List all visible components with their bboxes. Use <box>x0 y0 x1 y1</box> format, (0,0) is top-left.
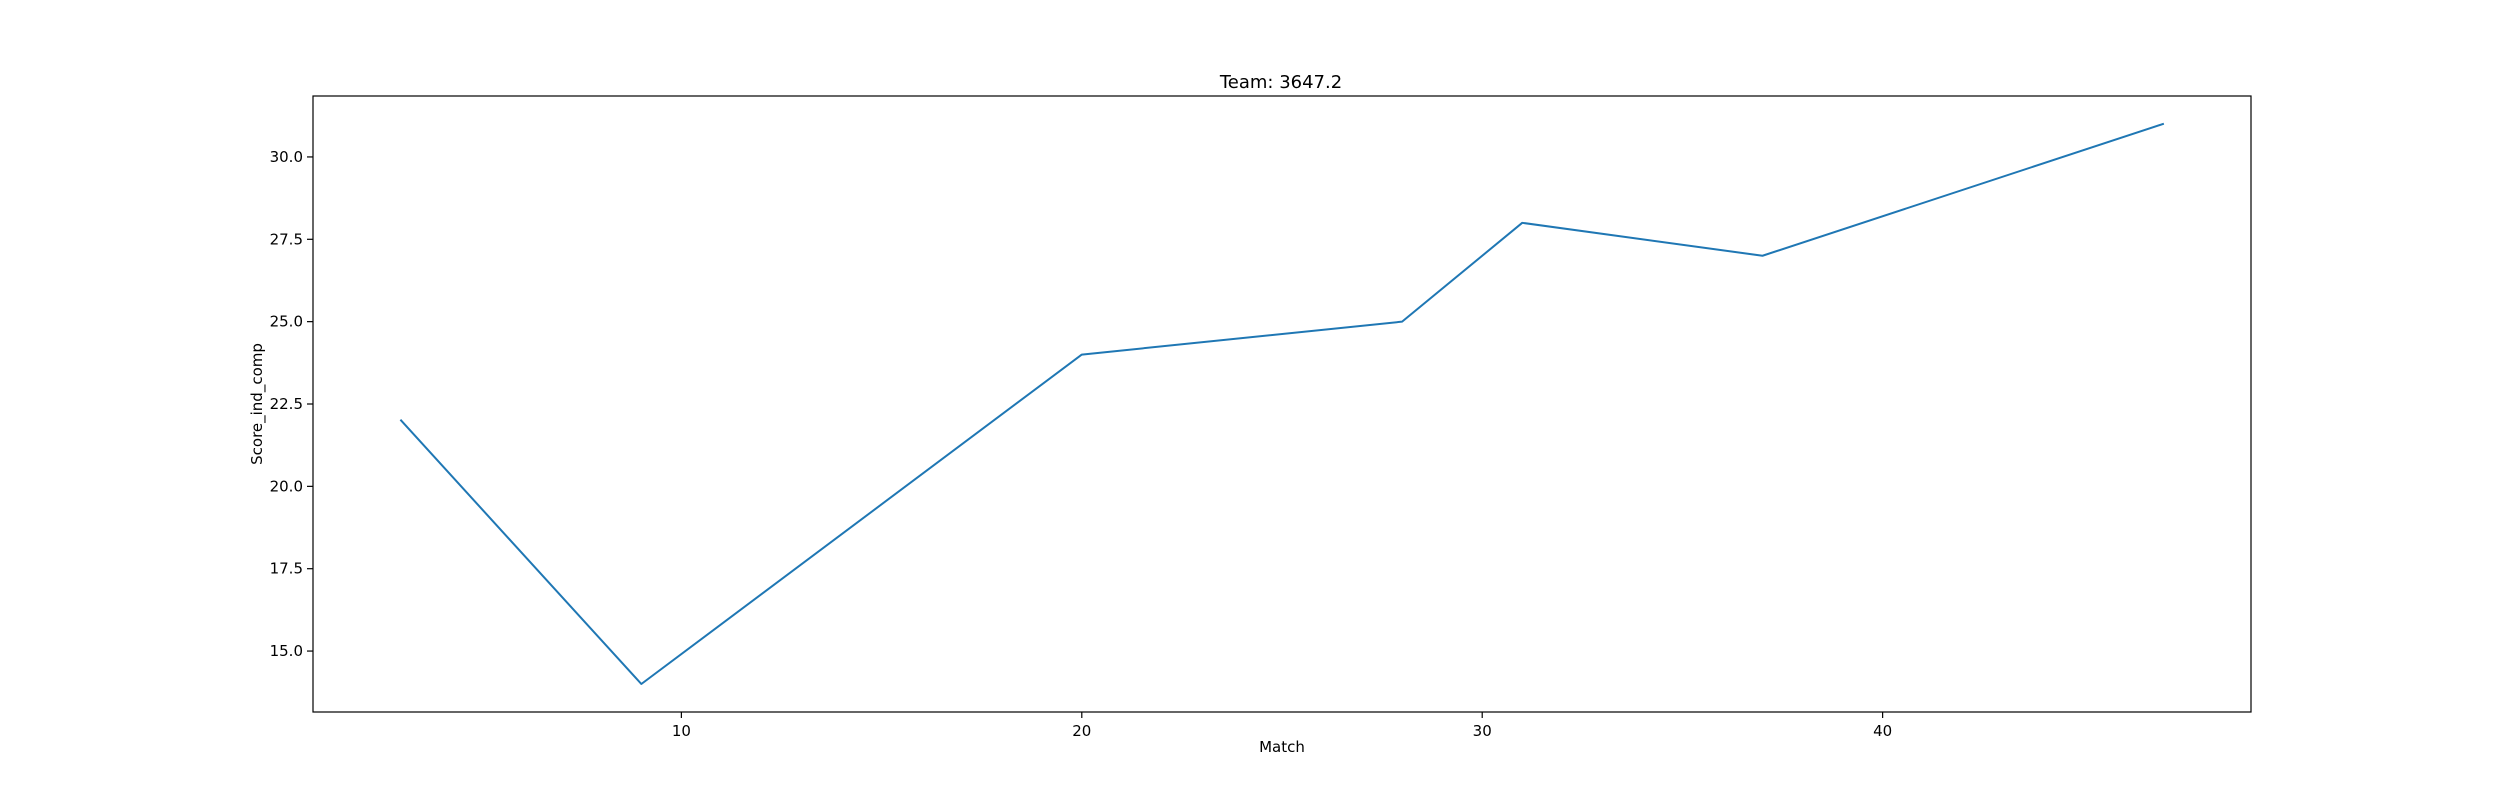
y-axis-label: Score_ind_comp <box>248 343 267 465</box>
y-tick-label: 20.0 <box>270 477 303 495</box>
x-axis-label: Match <box>1259 738 1305 756</box>
chart-title: Team: 3647.2 <box>1219 72 1342 93</box>
y-tick-label: 27.5 <box>270 230 303 248</box>
y-tick-label: 17.5 <box>270 560 303 578</box>
y-tick-label: 15.0 <box>270 642 303 660</box>
x-tick-label: 30 <box>1473 722 1492 740</box>
y-tick-label: 22.5 <box>270 395 303 413</box>
x-tick-label: 20 <box>1072 722 1091 740</box>
series-layer <box>399 122 2165 685</box>
x-tick-label: 40 <box>1873 722 1892 740</box>
y-axis-ticks: 15.0 17.5 20.0 22.5 25.0 27.5 30.0 <box>270 148 313 660</box>
y-tick-label: 30.0 <box>270 148 303 166</box>
y-tick-label: 25.0 <box>270 313 303 331</box>
x-axis-ticks: 10 20 30 40 <box>672 712 1892 740</box>
x-tick-label: 10 <box>672 722 691 740</box>
